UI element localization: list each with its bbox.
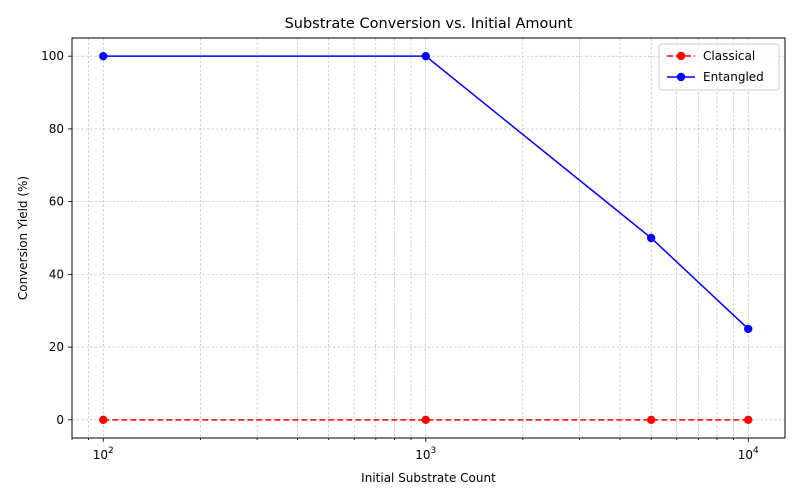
plot-area-frame <box>71 37 786 439</box>
chart-title: Substrate Conversion vs. Initial Amount <box>285 16 573 32</box>
entangled-point <box>646 233 656 243</box>
legend-label-entangled: Entangled <box>703 70 764 84</box>
y-tick-label: 0 <box>56 413 64 427</box>
classical-point <box>646 415 656 425</box>
legend-marker-classical <box>676 51 686 61</box>
x-tick-label: 102 <box>93 446 114 462</box>
classical-point <box>99 415 108 425</box>
y-tick-label: 20 <box>49 340 64 354</box>
classical-point <box>744 415 753 425</box>
entangled-point <box>421 51 430 61</box>
y-tick-label: 40 <box>49 267 64 281</box>
legend-label-classical: Classical <box>703 49 755 63</box>
y-tick-label: 80 <box>49 122 64 136</box>
entangled-point <box>99 51 108 61</box>
x-axis-label: Initial Substrate Count <box>361 471 496 485</box>
x-tick-label: 103 <box>415 446 436 462</box>
series-layer <box>99 51 753 425</box>
y-axis-label: Conversion Yield (%) <box>16 176 30 300</box>
axis-ticks: 0 20 40 60 80 100 102 103 104 <box>41 49 759 462</box>
entangled-line <box>103 55 749 330</box>
x-tick-label: 104 <box>738 446 759 462</box>
grid <box>71 38 785 438</box>
legend-marker-entangled <box>676 72 686 82</box>
y-tick-label: 60 <box>49 195 64 209</box>
legend: Classical Entangled <box>658 43 780 91</box>
entangled-point <box>744 324 753 334</box>
y-tick-label: 100 <box>41 49 64 63</box>
classical-point <box>421 415 430 425</box>
